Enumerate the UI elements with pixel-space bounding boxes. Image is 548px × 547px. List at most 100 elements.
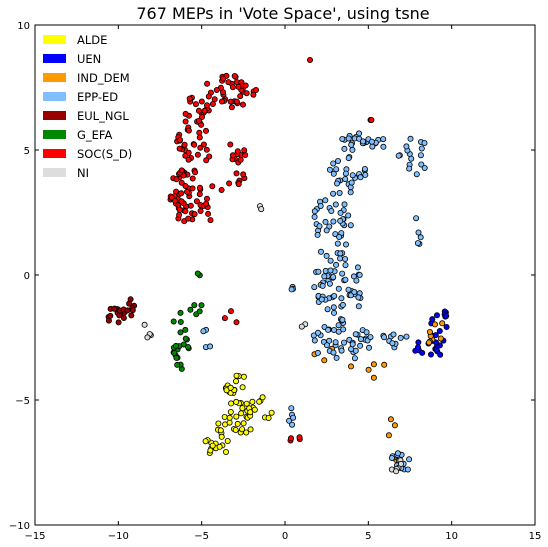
data-point bbox=[235, 181, 242, 188]
data-point bbox=[421, 139, 428, 146]
legend-label: EPP-ED bbox=[77, 90, 118, 104]
data-point bbox=[353, 277, 360, 284]
data-point bbox=[340, 326, 347, 333]
data-point bbox=[322, 197, 329, 204]
data-point bbox=[427, 351, 434, 358]
data-point bbox=[417, 234, 424, 241]
data-point bbox=[425, 339, 432, 346]
data-point bbox=[345, 155, 352, 162]
data-point bbox=[111, 305, 118, 312]
data-point bbox=[127, 296, 134, 303]
legend-label: G_EFA bbox=[77, 128, 112, 142]
data-point bbox=[195, 117, 202, 124]
y-tick-label: 10 bbox=[17, 21, 30, 32]
data-point bbox=[433, 312, 440, 319]
data-point bbox=[200, 141, 207, 148]
y-tick-label: −5 bbox=[15, 396, 30, 407]
data-point bbox=[341, 201, 348, 208]
data-point bbox=[408, 155, 415, 162]
data-point bbox=[250, 91, 257, 98]
data-point bbox=[242, 82, 249, 89]
data-point bbox=[321, 273, 328, 280]
data-point bbox=[221, 315, 228, 322]
data-point bbox=[209, 101, 216, 108]
data-point bbox=[362, 171, 369, 178]
data-point bbox=[203, 102, 210, 109]
data-point bbox=[174, 361, 181, 368]
data-point bbox=[431, 321, 438, 328]
chart-title: 767 MEPs in 'Vote Space', using tsne bbox=[136, 4, 429, 23]
data-point bbox=[218, 186, 225, 193]
data-point bbox=[380, 143, 387, 150]
data-point bbox=[176, 206, 183, 213]
data-point bbox=[187, 202, 194, 209]
legend-label: UEN bbox=[77, 52, 101, 66]
data-point bbox=[286, 417, 293, 424]
data-point bbox=[206, 153, 213, 160]
data-point bbox=[429, 316, 436, 323]
x-tick-label: −5 bbox=[194, 531, 209, 542]
data-point bbox=[228, 104, 235, 111]
data-point bbox=[243, 400, 250, 407]
data-point bbox=[311, 208, 318, 215]
legend-item: NI bbox=[43, 166, 89, 180]
data-point bbox=[144, 334, 151, 341]
data-point bbox=[337, 209, 344, 216]
data-point bbox=[433, 346, 440, 353]
data-point bbox=[189, 175, 196, 182]
data-point bbox=[314, 231, 321, 238]
data-point bbox=[334, 157, 341, 164]
y-tick-label: −10 bbox=[9, 521, 30, 532]
data-point bbox=[171, 349, 178, 356]
legend-item: ALDE bbox=[43, 33, 107, 47]
data-point bbox=[203, 200, 210, 207]
data-point bbox=[348, 141, 355, 148]
legend-label: IND_DEM bbox=[77, 71, 130, 85]
data-point bbox=[239, 426, 246, 433]
legend-swatch bbox=[43, 54, 66, 63]
data-point bbox=[328, 207, 335, 214]
data-point bbox=[181, 141, 188, 148]
legend-item: EUL_NGL bbox=[43, 109, 129, 123]
data-point bbox=[128, 312, 135, 319]
data-point bbox=[182, 110, 189, 117]
data-point bbox=[322, 267, 329, 274]
data-point bbox=[178, 167, 185, 174]
data-point bbox=[195, 107, 202, 114]
data-point bbox=[337, 217, 344, 224]
data-point bbox=[330, 218, 337, 225]
data-point bbox=[437, 335, 444, 342]
data-point bbox=[311, 284, 318, 291]
data-point bbox=[288, 286, 295, 293]
data-point bbox=[233, 398, 240, 405]
data-point bbox=[198, 98, 205, 105]
series-g-efa bbox=[170, 270, 205, 372]
data-point bbox=[224, 437, 231, 444]
data-point bbox=[185, 343, 192, 350]
data-point bbox=[318, 296, 325, 303]
data-point bbox=[314, 329, 321, 336]
data-point bbox=[268, 409, 275, 416]
data-point bbox=[390, 331, 397, 338]
legend-swatch bbox=[43, 130, 66, 139]
data-point bbox=[228, 400, 235, 407]
legend: ALDE UEN IND_DEM EPP-ED EUL_NGL G_EFA SOC(S_D)… bbox=[43, 33, 132, 180]
data-point bbox=[170, 318, 177, 325]
legend-swatch bbox=[43, 168, 66, 177]
data-point bbox=[316, 223, 323, 230]
data-point bbox=[198, 302, 205, 309]
data-point bbox=[233, 319, 240, 326]
data-point bbox=[337, 250, 344, 257]
data-point bbox=[234, 420, 241, 427]
data-point bbox=[239, 101, 246, 108]
data-point bbox=[351, 355, 358, 362]
data-point bbox=[407, 135, 414, 142]
data-point bbox=[356, 271, 363, 278]
data-point bbox=[357, 336, 364, 343]
data-point bbox=[391, 422, 398, 429]
data-point bbox=[191, 211, 198, 218]
y-tick-label: 0 bbox=[24, 271, 30, 282]
data-point bbox=[333, 166, 340, 173]
data-point bbox=[349, 172, 356, 179]
